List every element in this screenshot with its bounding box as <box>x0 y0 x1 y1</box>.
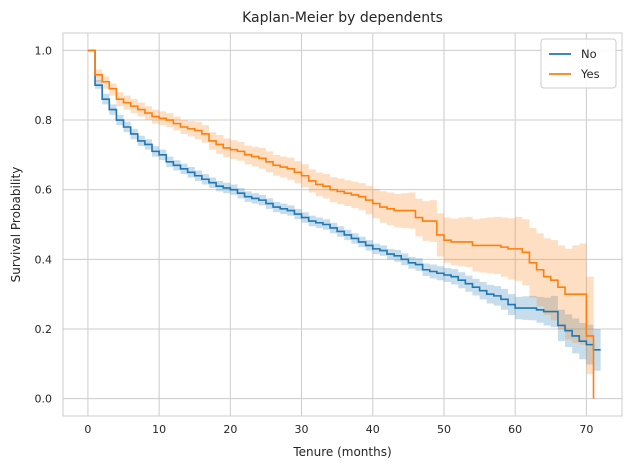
survival-line-no <box>87 49 601 351</box>
y-axis-label: Survival Probability <box>9 167 23 283</box>
x-tick-label: 30 <box>295 423 309 436</box>
x-tick-label: 10 <box>152 423 166 436</box>
y-tick-label: 0.4 <box>35 253 53 266</box>
legend: No Yes <box>540 38 617 89</box>
x-tick-label: 70 <box>579 423 593 436</box>
x-tick-label: 50 <box>437 423 451 436</box>
grid <box>63 33 622 416</box>
y-tick-label: 0.8 <box>35 114 53 127</box>
y-tick-label: 0.2 <box>35 323 53 336</box>
x-tick-label: 60 <box>508 423 522 436</box>
x-tick-label: 20 <box>223 423 237 436</box>
ci-band-no <box>87 50 601 371</box>
legend-label: Yes <box>580 67 600 81</box>
x-tick-label: 40 <box>366 423 380 436</box>
legend-label: No <box>581 47 597 61</box>
survival-line-yes <box>87 49 595 399</box>
legend-box <box>540 38 617 89</box>
ci-band-yes <box>87 50 594 399</box>
y-tick-label: 1.0 <box>35 44 53 57</box>
plot-frame <box>62 32 623 417</box>
x-axis-ticks: 0 10 20 30 40 50 60 70 <box>84 423 593 436</box>
y-tick-label: 0.0 <box>35 393 53 406</box>
chart-title: Kaplan-Meier by dependents <box>242 10 443 26</box>
y-axis-ticks: 0.0 0.2 0.4 0.6 0.8 1.0 <box>35 44 53 405</box>
x-tick-label: 0 <box>84 423 91 436</box>
y-tick-label: 0.6 <box>35 184 53 197</box>
confidence-bands <box>87 50 601 399</box>
survival-lines <box>87 49 601 399</box>
x-axis-label: Tenure (months) <box>292 445 391 459</box>
